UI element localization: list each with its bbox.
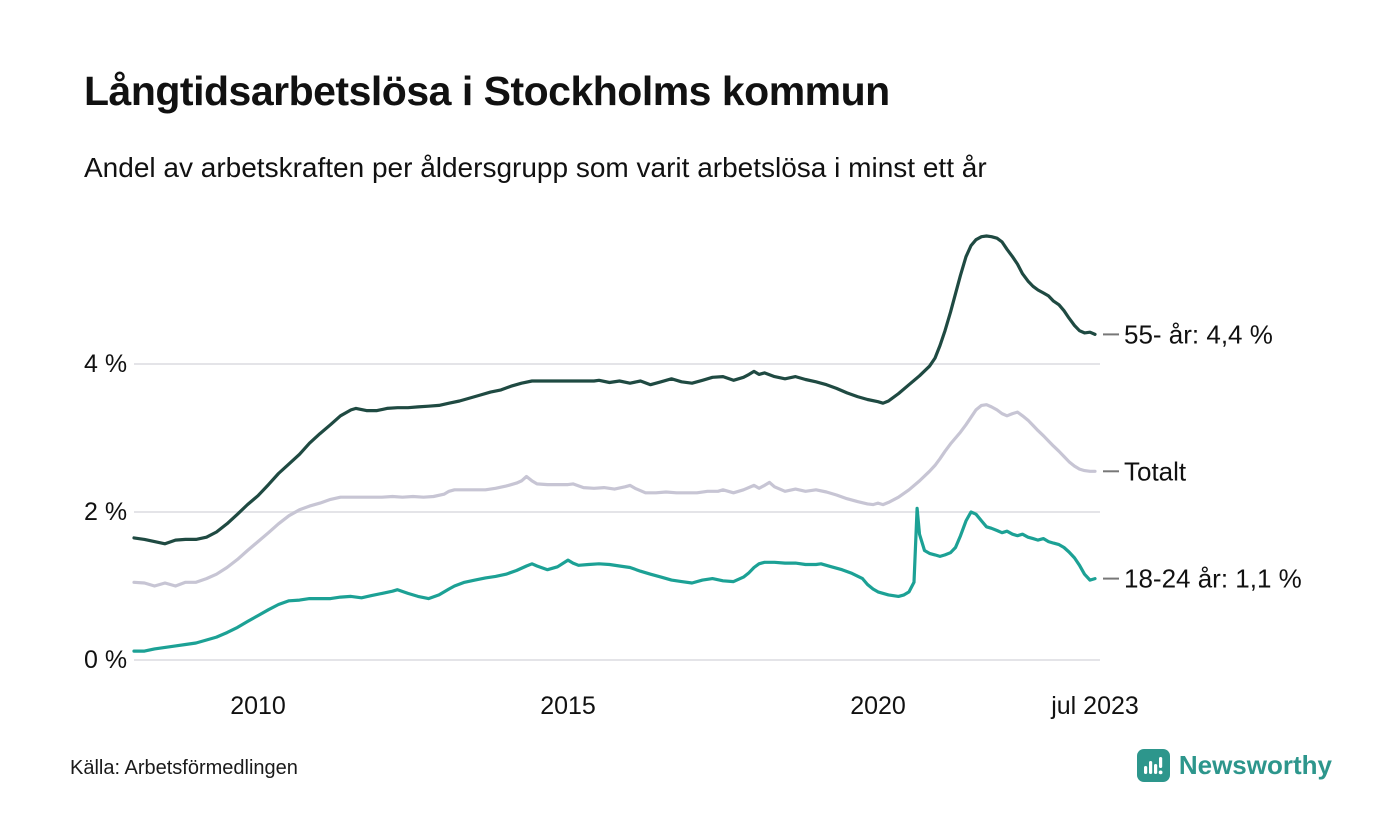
page-subtitle: Andel av arbetskraften per åldersgrupp s… [84,152,987,183]
x-tick-label-jul-2023: jul 2023 [1050,692,1139,720]
x-tick-label-2015: 2015 [540,692,596,720]
y-tick-label-0: 0 % [84,646,127,674]
newsworthy-bar-chart-icon [1136,749,1170,782]
x-tick-label-2010: 2010 [230,692,286,720]
brand-logo-link[interactable]: Newsworthy [1136,749,1332,782]
series-line-total [132,403,1097,588]
series-end-label-total: Totalt [1124,456,1187,486]
series-line-older [132,234,1097,546]
y-tick-label-2: 2 % [84,498,127,526]
page-title: Långtidsarbetslösa i Stockholms kommun [84,68,890,114]
source-caption: Källa: Arbetsförmedlingen [70,757,298,779]
brand-name: Newsworthy [1178,750,1332,780]
series-end-label-young: 18-24 år: 1,1 % [1124,564,1302,594]
series-line-young [132,506,1097,653]
y-tick-label-4: 4 % [84,350,127,378]
x-tick-label-2020: 2020 [850,692,906,720]
series-end-label-older: 55- år: 4,4 % [1124,319,1273,349]
